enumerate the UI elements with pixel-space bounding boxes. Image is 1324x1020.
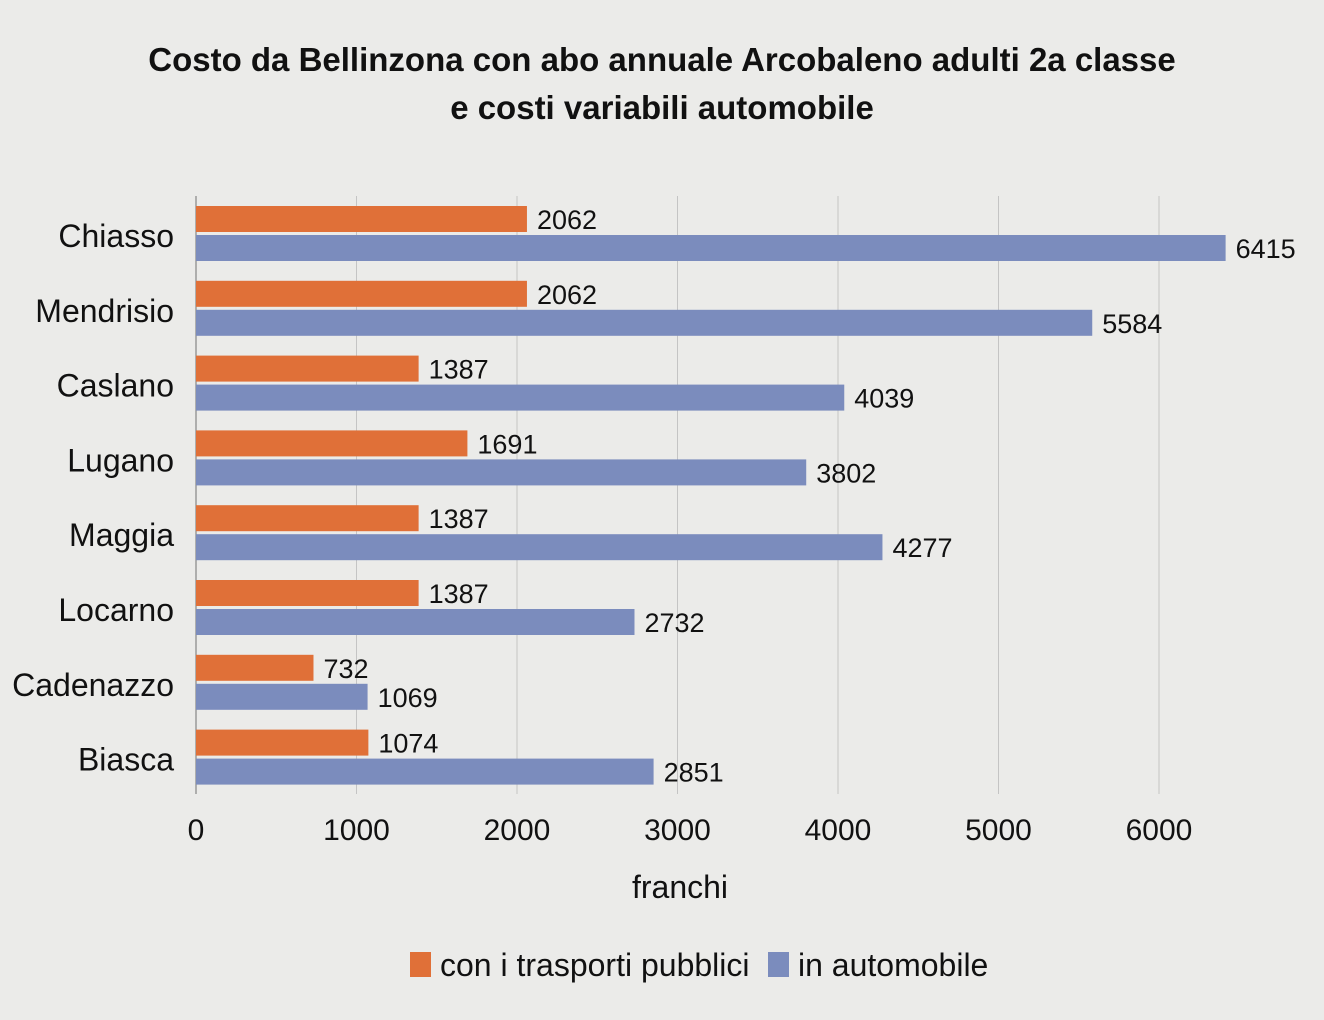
data-label: 1074: [378, 729, 438, 759]
category-labels: Chiasso Mendrisio Caslano Lugano Maggia Locar…: [12, 218, 174, 778]
category-label: Maggia: [69, 517, 174, 553]
bar-car: [196, 459, 807, 486]
bar-car: [196, 758, 654, 785]
x-tick-label: 0: [188, 814, 205, 847]
bar-car: [196, 609, 635, 635]
bar-public-transport: [196, 580, 419, 606]
category-label: Caslano: [57, 368, 174, 404]
legend: con i trasporti pubblici in automobile: [410, 947, 988, 983]
data-label: 6415: [1236, 234, 1296, 264]
bar-public-transport: [196, 355, 419, 382]
chart-title-line-1: Costo da Bellinzona con abo annuale Arco…: [148, 41, 1176, 78]
bar-public-transport: [196, 206, 527, 232]
data-label: 3802: [816, 458, 876, 488]
x-axis-label: franchi: [632, 869, 728, 905]
x-tick-labels: 0 1000 2000 3000 4000 5000 6000: [188, 814, 1193, 847]
category-label: Locarno: [58, 592, 174, 628]
category-label: Cadenazzo: [12, 667, 174, 703]
x-tick-label: 3000: [644, 814, 711, 847]
x-tick-label: 1000: [323, 814, 390, 847]
legend-swatch: [410, 952, 431, 977]
legend-label: in automobile: [798, 947, 988, 983]
bar-public-transport: [196, 729, 369, 756]
bar-public-transport: [196, 505, 419, 532]
bar-car: [196, 534, 883, 561]
data-label: 732: [323, 654, 368, 684]
chart-title-line-2: e costi variabili automobile: [450, 89, 874, 126]
bars: 2062 6415 2062 5584 1387 4039 1691 3802 1387 4277…: [196, 205, 1296, 788]
category-label: Chiasso: [58, 218, 174, 254]
bar-car: [196, 235, 1226, 261]
data-label: 2062: [537, 280, 597, 310]
x-tick-label: 2000: [484, 814, 551, 847]
category-label: Mendrisio: [35, 293, 174, 329]
data-label: 2851: [664, 758, 724, 788]
x-tick-label: 4000: [805, 814, 872, 847]
bar-car: [196, 683, 368, 710]
bar-public-transport: [196, 654, 314, 681]
data-label: 2732: [644, 608, 704, 638]
chart-title: Costo da Bellinzona con abo annuale Arco…: [0, 36, 1324, 132]
data-label: 1691: [477, 429, 537, 459]
x-tick-label: 5000: [965, 814, 1032, 847]
category-label: Lugano: [67, 442, 174, 478]
data-label: 4039: [854, 384, 914, 414]
data-label: 1387: [429, 504, 489, 534]
x-tick-label: 6000: [1126, 814, 1193, 847]
data-label: 2062: [537, 205, 597, 235]
category-label: Biasca: [78, 742, 174, 778]
data-label: 1387: [429, 579, 489, 609]
data-label: 1069: [378, 683, 438, 713]
bar-car: [196, 309, 1093, 336]
bar-public-transport: [196, 430, 468, 457]
data-label: 4277: [892, 533, 952, 563]
data-label: 1387: [429, 355, 489, 385]
legend-label: con i trasporti pubblici: [440, 947, 749, 983]
data-label: 5584: [1102, 309, 1162, 339]
legend-swatch: [768, 952, 789, 977]
bar-car: [196, 384, 845, 411]
bar-public-transport: [196, 280, 527, 307]
